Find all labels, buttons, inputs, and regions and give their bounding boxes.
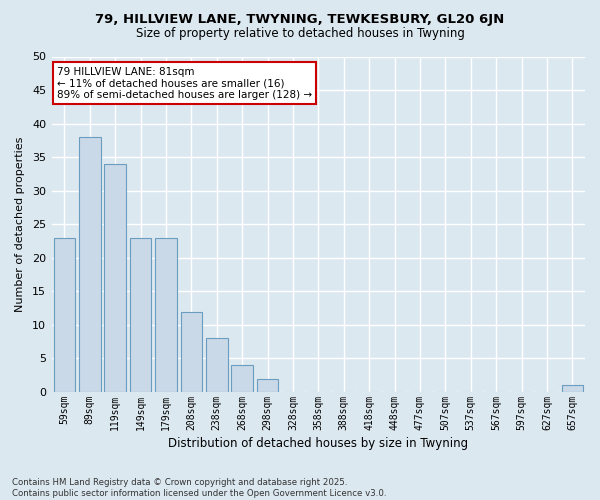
Bar [104,164,126,392]
Bar [181,312,202,392]
Text: Size of property relative to detached houses in Twyning: Size of property relative to detached ho… [136,28,464,40]
Bar [53,238,75,392]
Bar [257,378,278,392]
Bar [562,386,583,392]
Text: 79 HILLVIEW LANE: 81sqm
← 11% of detached houses are smaller (16)
89% of semi-de: 79 HILLVIEW LANE: 81sqm ← 11% of detache… [57,66,312,100]
Bar [232,365,253,392]
Text: Contains HM Land Registry data © Crown copyright and database right 2025.
Contai: Contains HM Land Registry data © Crown c… [12,478,386,498]
Y-axis label: Number of detached properties: Number of detached properties [15,136,25,312]
X-axis label: Distribution of detached houses by size in Twyning: Distribution of detached houses by size … [168,437,469,450]
Bar [155,238,177,392]
Bar [130,238,151,392]
Text: 79, HILLVIEW LANE, TWYNING, TEWKESBURY, GL20 6JN: 79, HILLVIEW LANE, TWYNING, TEWKESBURY, … [95,12,505,26]
Bar [79,137,101,392]
Bar [206,338,227,392]
